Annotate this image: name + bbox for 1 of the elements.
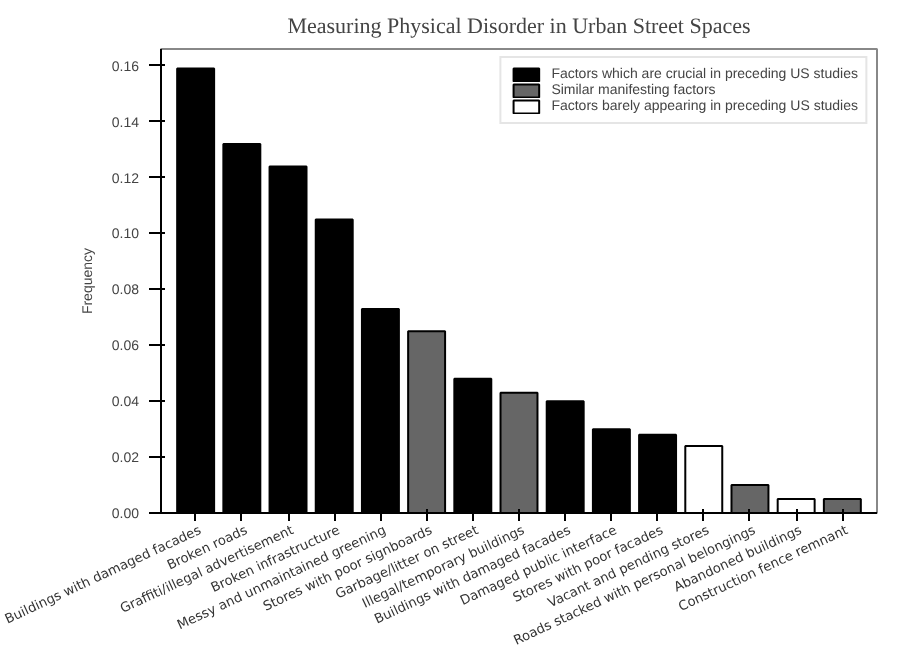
chart-title: Measuring Physical Disorder in Urban Street Spaces xyxy=(287,15,751,39)
